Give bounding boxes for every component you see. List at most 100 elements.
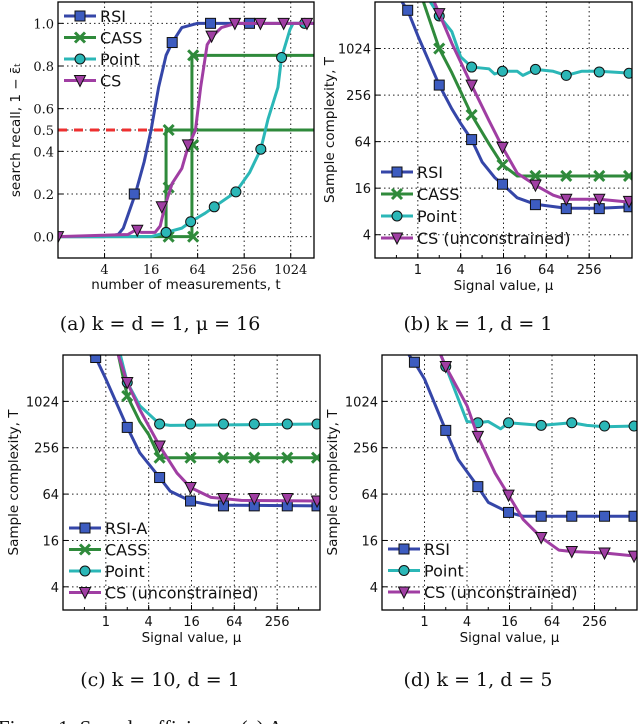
- panel-b: 1 4 16 64 256 4 16 64 256 1024 RSI CASS Point CS (unc…: [322, 1, 633, 335]
- data-point: [185, 216, 197, 228]
- figure-caption: Figure 1: Sample efficiency. (a) A: [0, 716, 284, 724]
- y-tick-label: 256: [34, 442, 59, 457]
- data-point: [121, 421, 133, 433]
- data-point: [529, 199, 541, 211]
- y-tick-label: 0.2: [33, 188, 54, 203]
- data-point: [281, 451, 294, 464]
- data-point: [154, 472, 166, 484]
- legend: RSI CASS Point CS (unconstrained): [381, 163, 570, 248]
- data-point: [560, 169, 573, 183]
- data-point: [184, 451, 197, 464]
- series-line: [118, 355, 320, 427]
- data-point: [529, 169, 542, 183]
- y-tick-label: 16: [42, 534, 59, 549]
- data-point: [497, 178, 509, 190]
- axes-frame: [374, 1, 633, 259]
- data-point: [628, 510, 637, 522]
- x-tick-label: 4: [463, 615, 471, 630]
- legend-label: CS: [100, 72, 121, 91]
- data-point: [466, 134, 478, 146]
- data-point: [217, 451, 230, 464]
- data-point: [255, 143, 267, 155]
- x-tick-label: 1024: [274, 263, 307, 278]
- x-tick-label: 64: [189, 263, 206, 278]
- data-point: [503, 417, 515, 429]
- legend-marker-triangle-icon: [73, 75, 87, 88]
- data-point: [433, 42, 446, 55]
- series-cass: [422, 2, 632, 183]
- legend-marker-triangle-icon: [78, 587, 92, 600]
- legend-label: CASS: [105, 541, 147, 560]
- legend-marker-x-icon: [390, 187, 404, 201]
- data-point: [155, 201, 169, 214]
- y-tick-label: 0.6: [33, 103, 54, 118]
- x-tick-label: 4: [457, 263, 465, 278]
- data-point: [535, 510, 547, 522]
- data-point: [154, 418, 166, 430]
- x-tick-label: 256: [232, 263, 257, 278]
- series-line: [116, 355, 320, 503]
- legend-marker-circle-icon: [79, 565, 91, 577]
- plot-area: [58, 17, 314, 244]
- series-line: [400, 2, 632, 210]
- series-point: [58, 17, 314, 239]
- data-point: [502, 489, 515, 503]
- data-point: [153, 451, 166, 464]
- data-point: [497, 65, 509, 77]
- legend-marker-x-icon: [73, 31, 87, 44]
- data-point: [402, 4, 414, 16]
- y-tick-label: 0.5: [33, 124, 54, 139]
- data-point: [248, 451, 261, 464]
- series-line: [422, 2, 632, 178]
- data-point: [529, 63, 541, 75]
- data-point: [254, 17, 267, 31]
- axes-frame: [381, 354, 638, 611]
- data-point: [120, 376, 134, 390]
- series-point: [118, 355, 320, 430]
- data-point: [465, 108, 478, 121]
- axes-frame: [62, 354, 321, 611]
- x-axis-label: number of measurements, t: [91, 277, 280, 293]
- legend-marker-square-icon: [391, 166, 403, 178]
- data-point: [230, 186, 242, 198]
- x-tick-label: 1: [420, 615, 428, 630]
- data-point: [534, 531, 548, 545]
- legend: RSI-A CASS Point CS (unconstrained): [69, 519, 258, 603]
- y-tick-label: 64: [42, 488, 59, 503]
- x-tick-label: 16: [143, 263, 160, 278]
- data-point: [205, 30, 218, 44]
- series-line: [439, 355, 637, 558]
- plot-area: [89, 355, 320, 512]
- series-point: [439, 355, 637, 432]
- y-axis-label: Sample complexity, T: [322, 56, 338, 203]
- y-tick-label: 256: [353, 442, 378, 457]
- data-point: [599, 420, 611, 432]
- data-point: [247, 493, 261, 506]
- data-point: [566, 510, 578, 522]
- legend-label: RSI-A: [105, 519, 147, 538]
- legend-label: Point: [424, 562, 464, 581]
- data-point: [560, 69, 572, 81]
- data-point: [566, 417, 578, 429]
- legend-label: CS (unconstrained): [105, 584, 258, 603]
- data-point: [311, 418, 320, 430]
- data-point: [440, 424, 452, 436]
- data-point: [205, 17, 217, 29]
- series-line: [432, 2, 632, 204]
- series-cs-unconstrained-: [439, 355, 637, 564]
- y-tick-label: 0.4: [33, 145, 54, 160]
- y-tick-label: 1024: [26, 395, 59, 410]
- data-point: [496, 141, 509, 155]
- legend-label: RSI: [100, 7, 126, 26]
- data-point: [408, 356, 420, 368]
- data-point: [162, 123, 175, 137]
- data-point: [503, 506, 515, 518]
- data-point: [248, 418, 260, 430]
- data-point: [598, 547, 611, 561]
- legend-marker-square-icon: [79, 522, 91, 534]
- y-tick-label: 256: [346, 89, 371, 104]
- series-cs-unconstrained-: [116, 355, 320, 509]
- legend-marker-x-icon: [78, 543, 92, 556]
- x-tick-label: 1: [414, 263, 422, 278]
- y-axis-label: search recall, 1 − ε̄ₜ: [8, 63, 24, 197]
